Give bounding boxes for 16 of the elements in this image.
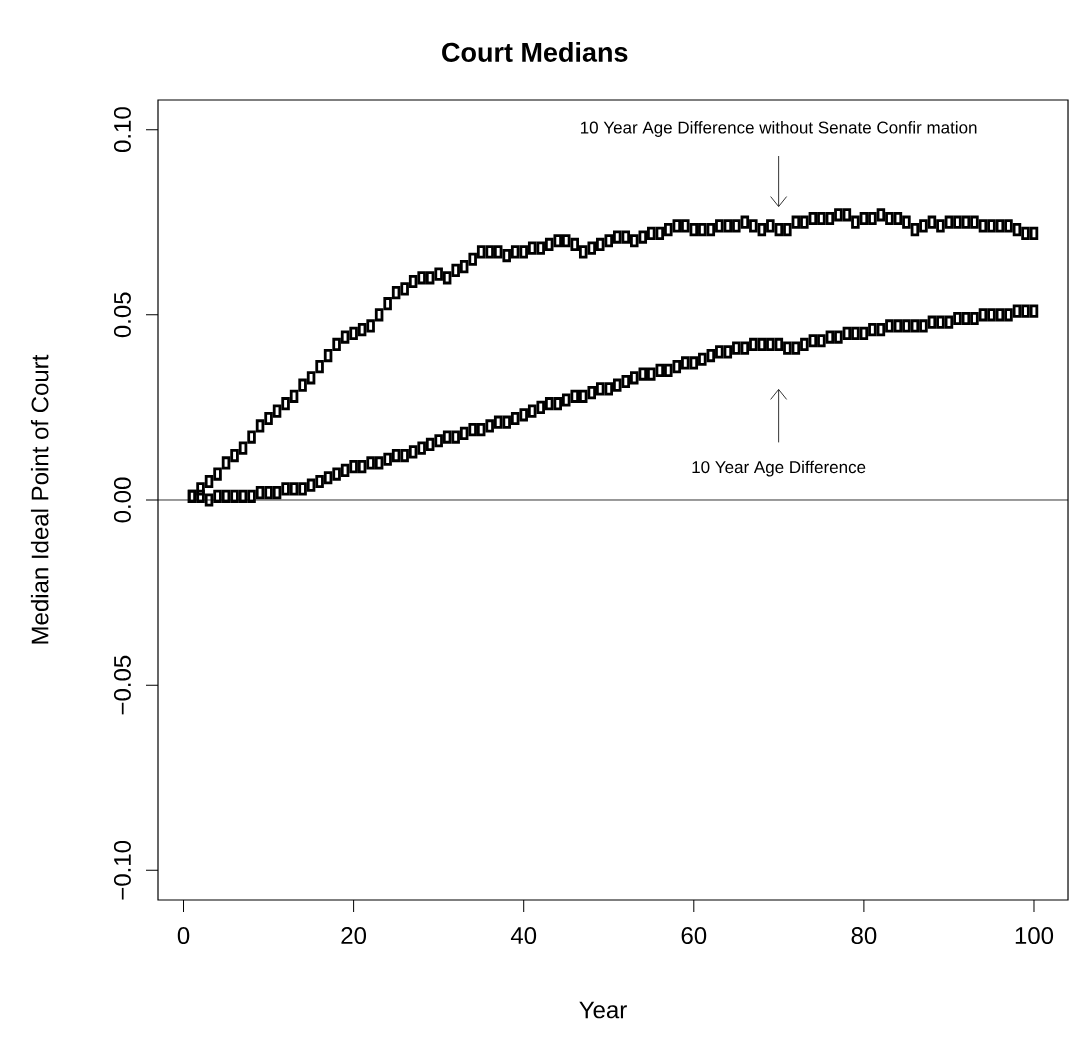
annotation: 10 Year Age Difference without Senate Confir mation bbox=[580, 121, 977, 137]
y-tick-label: −0.10 bbox=[113, 840, 131, 900]
x-tick-label: 100 bbox=[1015, 927, 1054, 945]
x-tick-label: 0 bbox=[177, 927, 190, 945]
annotation: 10 Year Age Difference bbox=[692, 460, 866, 477]
x-tick-label: 60 bbox=[681, 927, 707, 945]
x-tick-label: 40 bbox=[510, 927, 537, 945]
y-axis-title: Median Ideal Point of Court bbox=[30, 354, 49, 644]
y-tick-label: 0.05 bbox=[113, 292, 131, 338]
x-tick-label: 80 bbox=[851, 927, 877, 945]
y-tick-label: −0.05 bbox=[113, 655, 131, 715]
chart-title: Court Medians bbox=[442, 42, 628, 62]
x-axis-title: Year bbox=[579, 1001, 627, 1019]
x-tick-label: 20 bbox=[341, 927, 367, 945]
y-tick-label: 0.10 bbox=[113, 107, 131, 153]
y-tick-label: 0.00 bbox=[113, 477, 131, 523]
